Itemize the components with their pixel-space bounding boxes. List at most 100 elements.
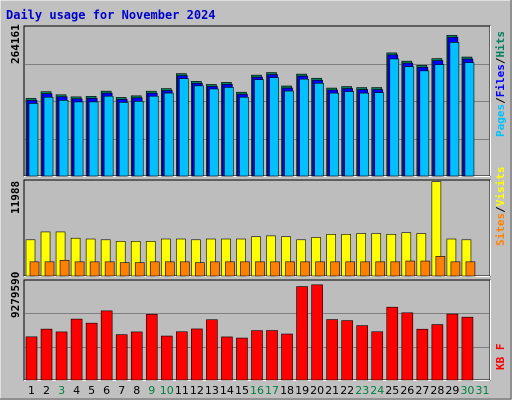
bar-pages-day-19 bbox=[299, 78, 309, 177]
bar-kbytes-day-26 bbox=[401, 312, 414, 381]
bar-sites-day-15 bbox=[240, 261, 250, 277]
bar-sites-day-23 bbox=[360, 261, 371, 277]
day-label-19: 19 bbox=[295, 384, 309, 397]
bar-pages-day-30 bbox=[464, 62, 475, 177]
bar-sites-day-28 bbox=[435, 256, 446, 277]
bar-kbytes-day-22 bbox=[341, 320, 353, 381]
bar-sites-day-30 bbox=[465, 261, 476, 277]
bar-kbytes-day-29 bbox=[446, 313, 459, 381]
bar-sites-day-22 bbox=[345, 261, 355, 277]
day-label-29: 29 bbox=[445, 384, 459, 397]
bar-kbytes-day-20 bbox=[311, 284, 323, 381]
bar-pages-day-21 bbox=[329, 92, 339, 177]
bar-kbytes-day-1 bbox=[25, 336, 38, 381]
day-label-9: 9 bbox=[148, 384, 155, 397]
legend-sites-visits: Sites/Visits bbox=[494, 167, 507, 247]
legend-part: Visits bbox=[494, 167, 507, 207]
bar-sites-day-9 bbox=[149, 261, 160, 277]
day-labels: 1 2 3 4 5 6 7 8 9 10 11 12 13 14 15 16 17 18 19 20 21 22 23 24 2… bbox=[28, 384, 489, 397]
day-label-30: 30 bbox=[460, 384, 474, 397]
day-label-11: 11 bbox=[175, 384, 189, 397]
bar-sites-day-2 bbox=[44, 261, 55, 277]
bar-sites-day-26 bbox=[405, 260, 416, 277]
day-label-17: 17 bbox=[265, 384, 279, 397]
bar-kbytes-day-28 bbox=[431, 324, 444, 381]
legend-part: Files bbox=[494, 64, 507, 97]
day-label-28: 28 bbox=[430, 384, 444, 397]
day-label-22: 22 bbox=[340, 384, 354, 397]
chart-title: Daily usage for November 2024 bbox=[6, 8, 216, 22]
legend-part: / bbox=[494, 57, 507, 64]
legend-pages-files-hits: Pages/Files/Hits bbox=[494, 31, 507, 137]
bar-pages-day-12 bbox=[194, 85, 204, 177]
bar-sites-day-27 bbox=[420, 260, 431, 277]
bar-sites-day-7 bbox=[119, 262, 130, 277]
bar-pages-day-11 bbox=[179, 78, 189, 177]
day-label-13: 13 bbox=[205, 384, 219, 397]
bar-kbytes-day-11 bbox=[176, 331, 188, 381]
bar-kbytes-day-14 bbox=[221, 336, 233, 381]
bar-kbytes-day-17 bbox=[266, 330, 278, 381]
bar-pages-day-28 bbox=[434, 64, 445, 177]
bar-kbytes-day-5 bbox=[85, 322, 98, 381]
bar-pages-day-13 bbox=[209, 88, 219, 177]
bar-sites-day-8 bbox=[134, 262, 145, 277]
bar-pages-day-24 bbox=[374, 92, 385, 177]
bar-kbytes-day-3 bbox=[55, 331, 68, 381]
bar-pages-day-23 bbox=[359, 92, 370, 177]
day-label-15: 15 bbox=[235, 384, 249, 397]
bar-kbytes-day-6 bbox=[100, 310, 113, 381]
bar-kbytes-day-4 bbox=[70, 318, 83, 381]
day-label-31: 31 bbox=[475, 384, 489, 397]
bar-pages-day-27 bbox=[419, 70, 430, 177]
bar-sites-day-13 bbox=[210, 261, 220, 277]
bar-sites-day-6 bbox=[104, 261, 115, 277]
bar-kbytes-day-24 bbox=[371, 331, 384, 381]
legend-part: Pages bbox=[494, 104, 507, 137]
day-label-1: 1 bbox=[28, 384, 35, 397]
bar-pages-day-26 bbox=[404, 66, 415, 177]
bar-pages-day-10 bbox=[163, 92, 174, 177]
bar-pages-day-8 bbox=[133, 101, 144, 177]
bar-sites-day-29 bbox=[450, 261, 461, 277]
day-label-10: 10 bbox=[160, 384, 174, 397]
hits-max-label: 264161 bbox=[9, 24, 22, 64]
day-label-23: 23 bbox=[355, 384, 369, 397]
kbytes-max-label: 9279590 bbox=[9, 272, 22, 318]
bar-sites-day-4 bbox=[74, 261, 85, 277]
bar-pages-day-20 bbox=[314, 82, 324, 177]
plot-panels bbox=[23, 25, 491, 381]
bar-pages-day-14 bbox=[224, 87, 234, 177]
bar-pages-day-7 bbox=[118, 102, 129, 177]
bar-sites-day-17 bbox=[270, 261, 280, 277]
visits-max-label: 11988 bbox=[9, 181, 22, 214]
legend-part: KB F bbox=[494, 344, 507, 371]
bar-sites-day-18 bbox=[285, 261, 295, 277]
legend-part: / bbox=[494, 97, 507, 104]
day-label-25: 25 bbox=[385, 384, 399, 397]
bar-sites-day-1 bbox=[29, 261, 40, 277]
bar-pages-day-18 bbox=[284, 90, 294, 177]
bar-kbytes-day-18 bbox=[281, 333, 293, 381]
bar-pages-day-6 bbox=[103, 95, 114, 177]
bar-pages-day-22 bbox=[344, 91, 354, 177]
legend-kbytes: KB F bbox=[494, 344, 507, 371]
bar-sites-day-24 bbox=[375, 261, 386, 277]
day-label-6: 6 bbox=[103, 384, 110, 397]
bar-sites-day-3 bbox=[59, 259, 70, 277]
bar-pages-day-16 bbox=[254, 79, 264, 177]
bar-pages-day-1 bbox=[28, 103, 39, 177]
bar-pages-day-2 bbox=[43, 96, 54, 177]
day-label-24: 24 bbox=[370, 384, 384, 397]
bar-pages-day-9 bbox=[148, 95, 159, 177]
day-label-14: 14 bbox=[220, 384, 234, 397]
day-label-7: 7 bbox=[118, 384, 125, 397]
bar-kbytes-day-21 bbox=[326, 319, 338, 381]
bar-pages-day-15 bbox=[239, 96, 249, 177]
day-label-21: 21 bbox=[325, 384, 339, 397]
bar-kbytes-day-13 bbox=[206, 319, 218, 381]
bar-sites-day-12 bbox=[195, 262, 205, 277]
day-label-20: 20 bbox=[310, 384, 324, 397]
